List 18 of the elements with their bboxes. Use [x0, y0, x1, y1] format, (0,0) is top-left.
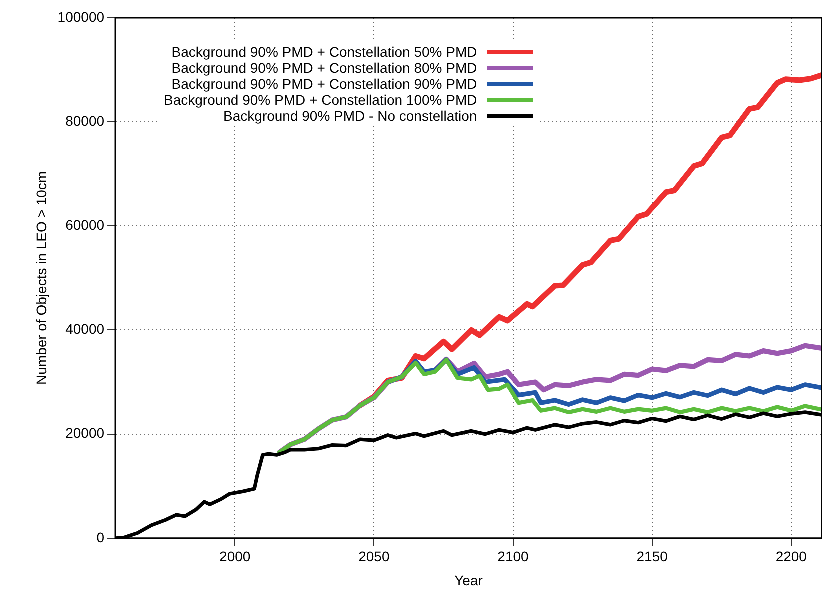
- y-axis-title: Number of Objects in LEO > 10cm: [33, 171, 50, 385]
- legend-label: Background 90% PMD + Constellation 100% PMD: [164, 92, 478, 108]
- legend-label: Background 90% PMD + Constellation 80% PMD: [172, 60, 478, 76]
- y-tick-label: 20000: [66, 425, 105, 442]
- x-tick-label: 2200: [776, 548, 808, 565]
- y-tick-label: 40000: [66, 321, 105, 338]
- y-tick-label: 100000: [58, 8, 105, 25]
- legend-label: Background 90% PMD - No constellation: [224, 108, 478, 124]
- legend-label: Background 90% PMD + Constellation 90% PMD: [172, 76, 478, 92]
- y-tick-label: 0: [96, 529, 105, 546]
- y-tick-label: 60000: [66, 217, 105, 234]
- legend-label: Background 90% PMD + Constellation 50% PMD: [172, 44, 478, 60]
- x-tick-label: 2150: [636, 548, 668, 565]
- y-tick-label: 80000: [66, 112, 105, 129]
- x-tick-label: 2000: [220, 548, 251, 565]
- x-axis-title: Year: [454, 572, 484, 588]
- x-tick-label: 2050: [358, 548, 390, 565]
- x-tick-label: 2100: [498, 548, 530, 565]
